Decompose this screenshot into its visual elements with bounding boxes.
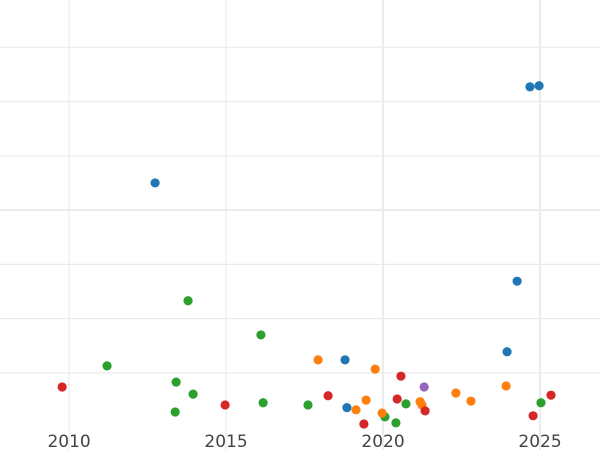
- data-point-series-2: [370, 364, 380, 374]
- data-point-series-0: [525, 82, 535, 92]
- data-point-series-3: [220, 400, 230, 410]
- data-point-series-2: [466, 396, 476, 406]
- data-point-series-1: [391, 418, 401, 428]
- data-point-series-1: [170, 407, 180, 417]
- x-tick-label: 2015: [204, 432, 247, 450]
- data-point-series-1: [183, 296, 193, 306]
- data-point-series-0: [512, 276, 522, 286]
- data-point-series-2: [313, 355, 323, 365]
- data-point-series-1: [258, 398, 268, 408]
- data-point-series-0: [340, 355, 350, 365]
- data-points: [57, 81, 556, 429]
- data-point-series-3: [396, 371, 406, 381]
- data-point-series-0: [342, 403, 352, 413]
- x-tick-labels: 2010 2015 2020 2025: [47, 432, 561, 450]
- data-point-series-1: [401, 399, 411, 409]
- data-point-series-1: [536, 398, 546, 408]
- data-point-series-2: [361, 395, 371, 405]
- x-tick-label: 2010: [47, 432, 90, 450]
- x-tick-label: 2025: [518, 432, 561, 450]
- data-point-series-0: [502, 347, 512, 357]
- data-point-series-4: [419, 382, 429, 392]
- data-point-series-1: [256, 330, 266, 340]
- data-point-series-0: [534, 81, 544, 91]
- data-point-series-3: [546, 390, 556, 400]
- data-point-series-1: [303, 400, 313, 410]
- data-point-series-2: [501, 381, 511, 391]
- data-point-series-3: [323, 391, 333, 401]
- data-point-series-2: [451, 388, 461, 398]
- data-point-series-3: [57, 382, 67, 392]
- data-point-series-3: [528, 411, 538, 421]
- data-point-series-1: [188, 389, 198, 399]
- x-tick-label: 2020: [361, 432, 404, 450]
- data-point-series-0: [150, 178, 160, 188]
- data-point-series-2: [351, 405, 361, 415]
- data-point-series-1: [171, 377, 181, 387]
- data-point-series-2: [377, 408, 387, 418]
- data-point-series-3: [420, 406, 430, 416]
- data-point-series-3: [392, 394, 402, 404]
- data-point-series-1: [102, 361, 112, 371]
- data-point-series-3: [359, 419, 369, 429]
